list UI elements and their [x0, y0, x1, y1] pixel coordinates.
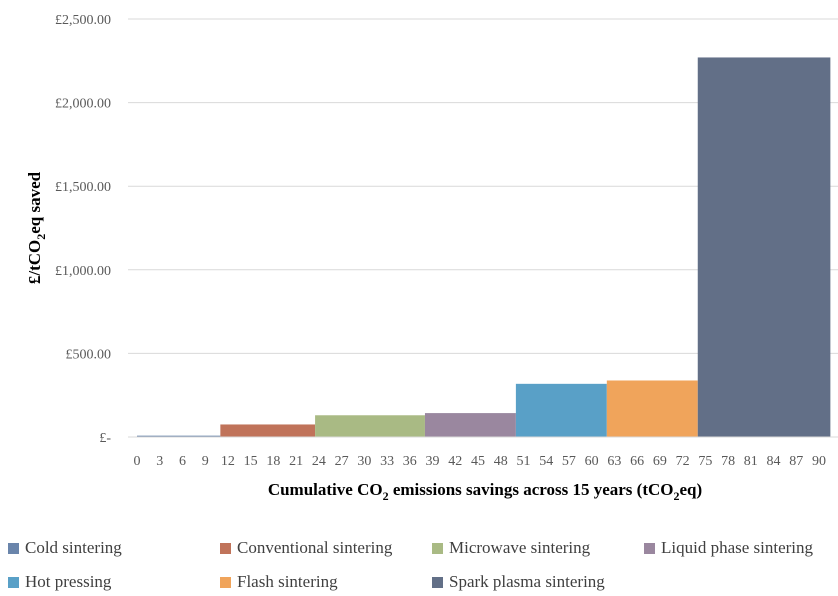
x-tick-label: 48	[494, 454, 508, 469]
x-tick-label: 81	[744, 454, 758, 469]
x-tick-label: 69	[653, 454, 667, 469]
legend-item: Liquid phase sintering	[644, 538, 813, 558]
legend-swatch	[644, 542, 655, 554]
bar-liquid-phase-sintering	[424, 413, 516, 437]
legend-swatch	[8, 576, 19, 588]
legend-label: Liquid phase sintering	[661, 538, 814, 557]
legend-label: Hot pressing	[25, 572, 112, 591]
legend-item: Cold sintering	[8, 538, 122, 558]
x-tick-label: 66	[630, 454, 644, 469]
bar-microwave-sintering	[315, 415, 425, 437]
y-tick-label: £500.00	[66, 347, 112, 362]
x-tick-label: 24	[312, 454, 326, 469]
y-axis-tick-labels: £- £500.00 £1,000.00 £1,500.00 £2,000.00 £2,5…	[55, 13, 111, 446]
legend-label: Microwave sintering	[449, 538, 591, 557]
x-tick-label: 33	[380, 454, 394, 469]
x-tick-label: 63	[607, 454, 621, 469]
legend-label: Spark plasma sintering	[449, 572, 605, 591]
x-axis-tick-labels: 0 3 6 9 12 15 18 21 24 27 30 33 36 39 42 45 48 51 54 57 60 63…	[134, 454, 827, 469]
x-tick-label: 15	[244, 454, 258, 469]
legend-item: Flash sintering	[220, 572, 338, 592]
x-tick-label: 54	[539, 454, 553, 469]
legend-swatch	[432, 576, 443, 588]
y-tick-label: £1,000.00	[55, 264, 111, 279]
x-tick-label: 9	[202, 454, 209, 469]
x-tick-label: 18	[266, 454, 280, 469]
y-tick-label: £2,000.00	[55, 97, 111, 112]
x-tick-label: 6	[179, 454, 186, 469]
x-tick-label: 72	[676, 454, 690, 469]
x-tick-label: 42	[448, 454, 462, 469]
legend-swatch	[220, 576, 231, 588]
x-tick-label: 51	[516, 454, 530, 469]
x-tick-label: 30	[357, 454, 371, 469]
x-tick-label: 60	[585, 454, 599, 469]
bar-hot-pressing	[515, 383, 607, 437]
x-tick-label: 90	[812, 454, 826, 469]
x-tick-label: 87	[789, 454, 803, 469]
legend-swatch	[8, 542, 19, 554]
legend-item: Conventional sintering	[220, 538, 392, 558]
legend-item: Spark plasma sintering	[432, 572, 605, 592]
cost-curve-chart: £- £500.00 £1,000.00 £1,500.00 £2,000.00 £2,5…	[25, 13, 838, 503]
y-axis-title: £/tCO2eq saved	[25, 171, 48, 284]
legend-item: Microwave sintering	[432, 538, 590, 558]
legend-label: Conventional sintering	[237, 538, 393, 557]
legend-swatch	[432, 542, 443, 554]
bar-cold-sintering	[137, 435, 221, 437]
x-tick-label: 12	[221, 454, 235, 469]
legend-item: Hot pressing	[8, 572, 111, 592]
bars	[137, 57, 831, 438]
legend-label: Flash sintering	[237, 572, 338, 591]
legend-swatch	[220, 542, 231, 554]
x-axis-title: Cumulative CO2 emissions savings across …	[268, 480, 702, 503]
x-tick-label: 57	[562, 454, 576, 469]
x-tick-label: 84	[767, 454, 781, 469]
legend: Cold sintering Conventional sintering Micr…	[8, 538, 838, 596]
x-tick-label: 21	[289, 454, 303, 469]
x-tick-label: 78	[721, 454, 735, 469]
x-tick-label: 36	[403, 454, 417, 469]
y-tick-label: £-	[99, 431, 111, 446]
y-tick-label: £1,500.00	[55, 180, 111, 195]
bar-spark-plasma-sintering	[697, 57, 831, 438]
x-tick-label: 0	[134, 454, 141, 469]
x-tick-label: 39	[426, 454, 440, 469]
x-tick-label: 27	[335, 454, 349, 469]
bar-flash-sintering	[606, 380, 698, 437]
bar-conventional-sintering	[220, 424, 316, 437]
x-tick-label: 45	[471, 454, 485, 469]
legend-label: Cold sintering	[25, 538, 122, 557]
x-tick-label: 3	[156, 454, 163, 469]
x-tick-label: 75	[698, 454, 712, 469]
y-tick-label: £2,500.00	[55, 13, 111, 28]
